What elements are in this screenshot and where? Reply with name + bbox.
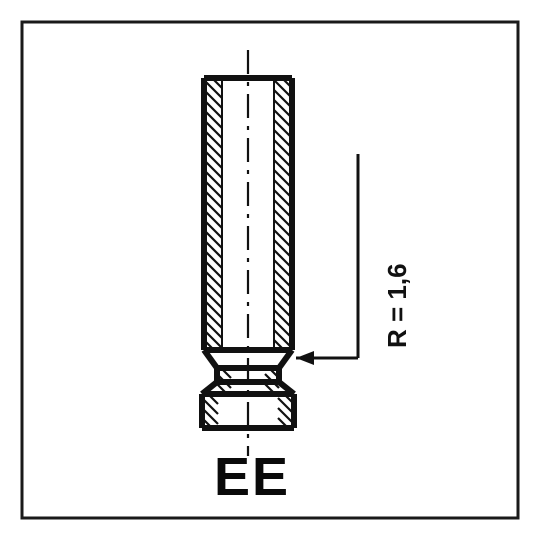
frame-border xyxy=(22,22,518,518)
radius-dimension-label: R = 1,6 xyxy=(382,263,413,348)
dimension-leader xyxy=(296,154,358,365)
section-label-ee: EE xyxy=(214,446,290,508)
diagram-canvas: R = 1,6 EE xyxy=(0,0,540,540)
